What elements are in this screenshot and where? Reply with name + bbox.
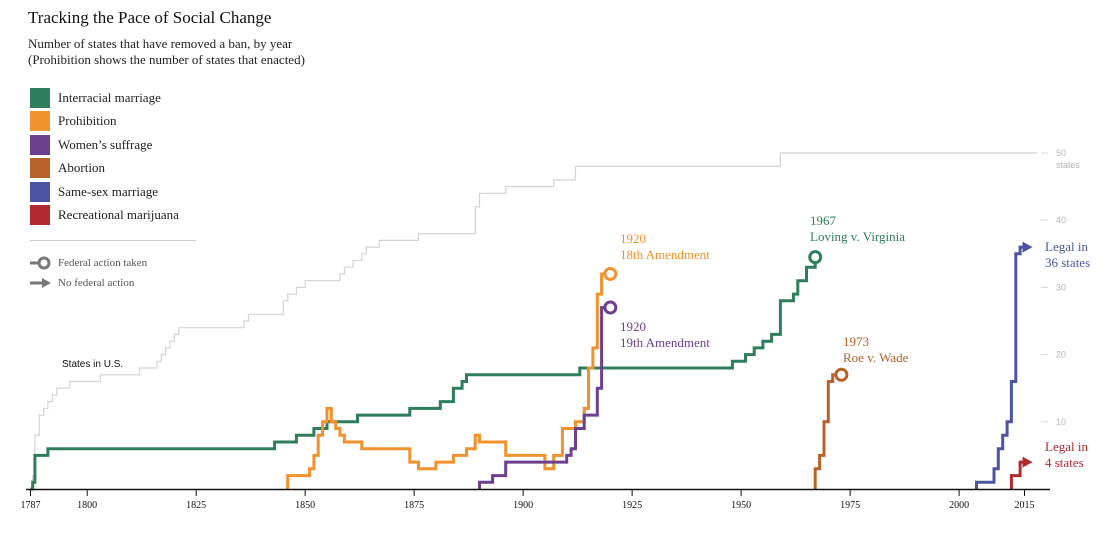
legend-label: Women’s suffrage: [58, 136, 153, 152]
series-annotation: Loving v. Virginia: [810, 229, 905, 244]
legend-label: Abortion: [58, 160, 105, 176]
legend: Interracial marriage Prohibition Women’s…: [30, 86, 179, 227]
x-tick-label: 2000: [949, 500, 969, 511]
legend-item-prohibition[interactable]: Prohibition: [30, 110, 179, 134]
legend-swatch: [30, 111, 50, 132]
x-tick-label: 1950: [731, 500, 751, 511]
key-item-federal: Federal action taken: [30, 253, 147, 273]
y-tick-label: 50: [1056, 148, 1066, 158]
states-in-us-label: States in U.S.: [62, 359, 123, 370]
series-line-0: [30, 257, 817, 491]
legend-swatch: [30, 205, 50, 226]
series-annotation: 1920: [620, 231, 646, 246]
legend-item-abortion[interactable]: Abortion: [30, 157, 179, 181]
series-annotation: Roe v. Wade: [843, 350, 909, 365]
series-line-5: [1009, 460, 1025, 489]
x-tick-label: 1900: [513, 500, 533, 511]
legend-swatch: [30, 87, 50, 108]
y-tick-label: 20: [1056, 350, 1066, 360]
legend-swatch: [30, 134, 50, 155]
legend-swatch: [30, 158, 50, 179]
series-annotation: 1920: [620, 319, 646, 334]
y-tick-label: 40: [1056, 215, 1066, 225]
federal-action-marker: [808, 250, 823, 265]
subtitle-line-2: (Prohibition shows the number of states …: [28, 52, 305, 67]
legend-item-recreational-marijuana[interactable]: Recreational marijuana: [30, 204, 179, 228]
y-tick-label: 10: [1056, 417, 1066, 427]
states-in-us-line: [30, 152, 1038, 490]
no-federal-action-arrow: [1022, 241, 1033, 253]
y-tick-label: 30: [1056, 282, 1066, 292]
series-annotation: 4 states: [1045, 455, 1084, 470]
key-item-none: No federal action: [30, 273, 147, 293]
x-tick-label: 2015: [1015, 500, 1035, 511]
series-annotation: 36 states: [1045, 255, 1090, 270]
legend-swatch: [30, 181, 50, 202]
legend-label: Recreational marijuana: [58, 207, 179, 223]
series-line-4: [975, 245, 1025, 489]
x-tick-label: 1875: [404, 500, 424, 511]
legend-item-interracial-marriage[interactable]: Interracial marriage: [30, 86, 179, 110]
x-tick-label: 1825: [186, 500, 206, 511]
x-tick-label: 1800: [77, 500, 97, 511]
x-tick-label: 1850: [295, 500, 315, 511]
federal-action-marker: [834, 367, 849, 382]
key-label-none: No federal action: [58, 277, 135, 289]
x-tick-label: 1975: [840, 500, 860, 511]
x-tick-label: 1925: [622, 500, 642, 511]
federal-action-marker: [603, 266, 618, 281]
key-label-federal: Federal action taken: [58, 257, 148, 269]
x-tick-label: 1787: [21, 500, 41, 511]
legend-item-same-sex-marriage[interactable]: Same-sex marriage: [30, 180, 179, 204]
page-title: Tracking the Pace of Social Change: [28, 8, 272, 27]
arrow-marker-icon: [30, 278, 51, 288]
series-annotation: 18th Amendment: [620, 247, 710, 262]
legend-label: Same-sex marriage: [58, 183, 158, 199]
legend-divider: [30, 240, 196, 241]
legend-label: Interracial marriage: [58, 89, 161, 105]
legend-label: Prohibition: [58, 113, 117, 129]
series-line-1: [286, 272, 611, 489]
series-annotation: 1973: [843, 334, 869, 349]
series-annotation: 1967: [810, 213, 837, 228]
no-federal-action-arrow: [1022, 456, 1033, 468]
series-annotation: Legal in: [1045, 239, 1088, 254]
subtitle: Number of states that have removed a ban…: [28, 36, 305, 68]
series-line-2: [478, 306, 611, 489]
series-annotation: Legal in: [1045, 439, 1088, 454]
series-annotation: 19th Amendment: [620, 335, 710, 350]
marker-key: Federal action taken No federal action: [30, 253, 147, 293]
series-line-3: [813, 373, 842, 489]
federal-action-marker: [603, 300, 618, 315]
subtitle-line-1: Number of states that have removed a ban…: [28, 36, 293, 51]
y-axis-unit-label: states: [1056, 160, 1081, 170]
circle-marker-icon: [30, 256, 51, 270]
legend-item-womens-suffrage[interactable]: Women’s suffrage: [30, 133, 179, 157]
